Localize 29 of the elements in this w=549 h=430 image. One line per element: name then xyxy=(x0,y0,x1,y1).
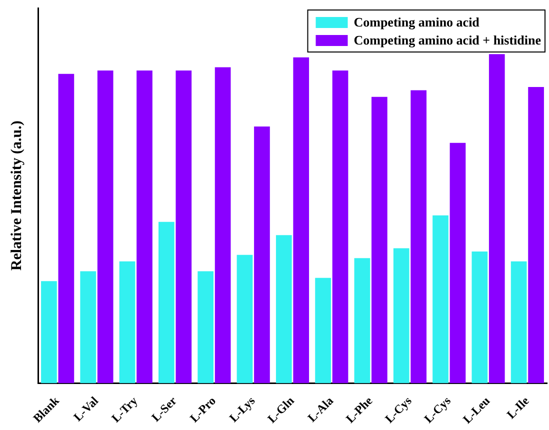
bar xyxy=(488,54,505,384)
bar xyxy=(510,261,527,384)
y-axis-title: Relative Intensity (a.u.) xyxy=(8,120,25,271)
bar xyxy=(432,215,448,384)
legend-label: Competing amino acid + histidine xyxy=(354,32,542,48)
bar xyxy=(136,70,152,384)
bar xyxy=(410,90,426,384)
bar xyxy=(371,96,388,384)
bar xyxy=(158,222,174,384)
bar xyxy=(315,278,331,384)
bar xyxy=(450,142,466,384)
bar xyxy=(393,248,410,384)
bar xyxy=(528,86,544,384)
bar xyxy=(97,70,114,384)
bar xyxy=(214,67,231,384)
bar xyxy=(198,271,214,384)
bar xyxy=(332,70,348,384)
bar xyxy=(293,57,310,384)
bar xyxy=(472,252,488,384)
bar xyxy=(236,254,253,384)
bar xyxy=(119,261,136,384)
bar xyxy=(58,74,74,384)
bar xyxy=(41,281,57,384)
bar xyxy=(80,271,96,384)
bar xyxy=(176,70,192,384)
legend-label: Competing amino acid xyxy=(354,14,480,30)
bar xyxy=(276,235,292,384)
bar xyxy=(254,126,270,384)
bar xyxy=(354,258,370,384)
